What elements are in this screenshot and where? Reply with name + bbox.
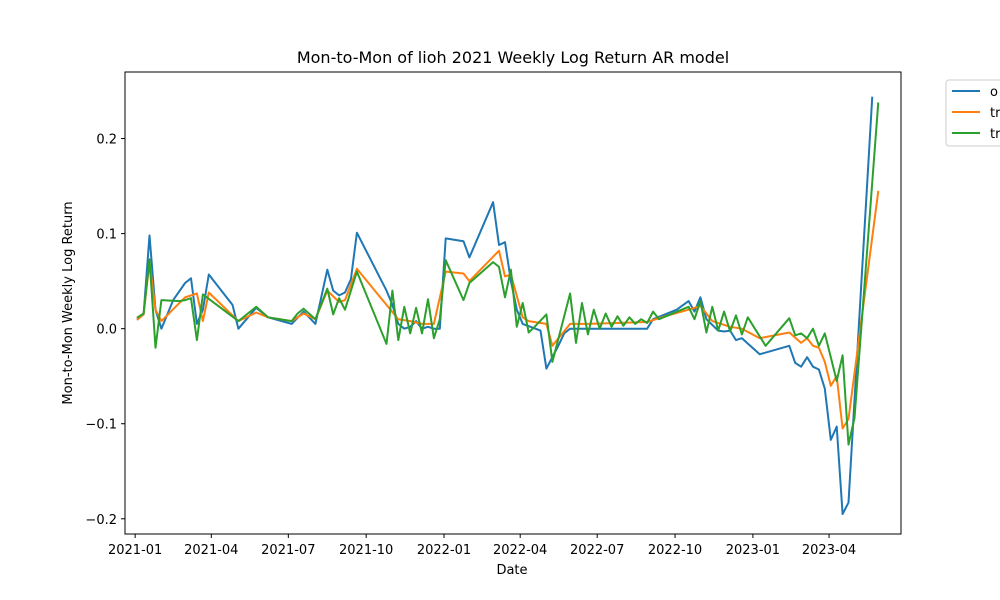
legend-label-3: tr: [990, 127, 1000, 142]
x-tick-label: 2022-01: [417, 543, 471, 558]
x-tick-label: 2021-04: [184, 543, 238, 558]
y-tick-label: −0.1: [85, 418, 117, 433]
x-tick-label: 2021-07: [261, 543, 315, 558]
plot-frame: [124, 71, 902, 535]
x-tick-label: 2021-01: [108, 543, 162, 558]
y-tick-label: −0.2: [85, 513, 117, 528]
y-tick-label: 0.2: [96, 133, 117, 148]
x-axis-title: Date: [496, 563, 527, 578]
series-line-1: [136, 96, 874, 515]
x-tick-label: 2023-04: [802, 543, 856, 558]
series-layer: [136, 96, 880, 515]
y-axis-title: Mon-to-Mon Weekly Log Return: [61, 201, 76, 404]
x-tick-label: 2023-01: [726, 543, 780, 558]
series-line-3: [136, 102, 880, 446]
x-tick-label: 2022-04: [493, 543, 547, 558]
y-tick-label: 0.0: [96, 323, 117, 338]
x-tick-label: 2021-10: [339, 543, 393, 558]
x-tick-label: 2022-07: [570, 543, 624, 558]
y-axis: −0.2 −0.1 0.0 0.1 0.2: [85, 133, 125, 528]
chart-title: Mon-to-Mon of lioh 2021 Weekly Log Retur…: [297, 48, 729, 67]
y-tick-label: 0.1: [96, 228, 117, 243]
x-tick-label: 2022-10: [648, 543, 702, 558]
legend-label-2: tr: [990, 106, 1000, 121]
legend: o tr tr: [945, 79, 1000, 147]
legend-label-1: o: [990, 85, 998, 100]
x-axis: 2021-01 2021-04 2021-07 2021-10 2022-01 2022-…: [108, 534, 856, 558]
